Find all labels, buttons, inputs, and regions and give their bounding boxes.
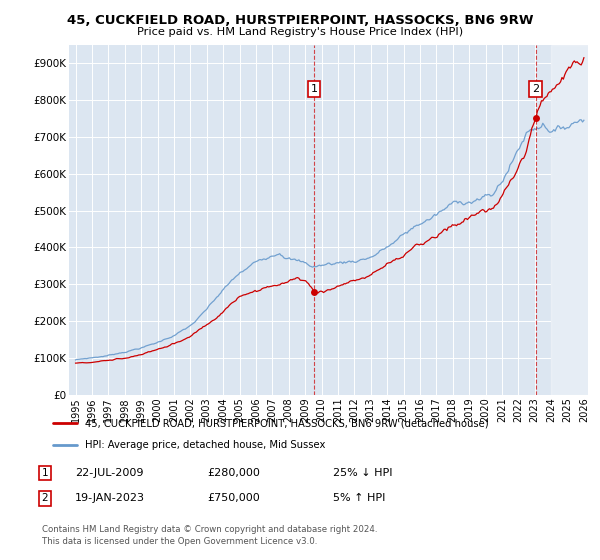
Text: £750,000: £750,000 [207, 493, 260, 503]
Text: 2: 2 [41, 493, 49, 503]
Text: 5% ↑ HPI: 5% ↑ HPI [333, 493, 385, 503]
Text: 22-JUL-2009: 22-JUL-2009 [75, 468, 143, 478]
Text: 19-JAN-2023: 19-JAN-2023 [75, 493, 145, 503]
Text: HPI: Average price, detached house, Mid Sussex: HPI: Average price, detached house, Mid … [85, 440, 326, 450]
Text: 25% ↓ HPI: 25% ↓ HPI [333, 468, 392, 478]
Text: 45, CUCKFIELD ROAD, HURSTPIERPOINT, HASSOCKS, BN6 9RW: 45, CUCKFIELD ROAD, HURSTPIERPOINT, HASS… [67, 14, 533, 27]
Text: 2: 2 [532, 84, 539, 94]
Text: Price paid vs. HM Land Registry's House Price Index (HPI): Price paid vs. HM Land Registry's House … [137, 27, 463, 37]
Text: Contains HM Land Registry data © Crown copyright and database right 2024.
This d: Contains HM Land Registry data © Crown c… [42, 525, 377, 546]
Bar [551, 45, 589, 395]
Text: 1: 1 [41, 468, 49, 478]
Text: 1: 1 [311, 84, 317, 94]
Text: £280,000: £280,000 [207, 468, 260, 478]
Bar [551, 45, 589, 395]
Text: 45, CUCKFIELD ROAD, HURSTPIERPOINT, HASSOCKS, BN6 9RW (detached house): 45, CUCKFIELD ROAD, HURSTPIERPOINT, HASS… [85, 418, 489, 428]
